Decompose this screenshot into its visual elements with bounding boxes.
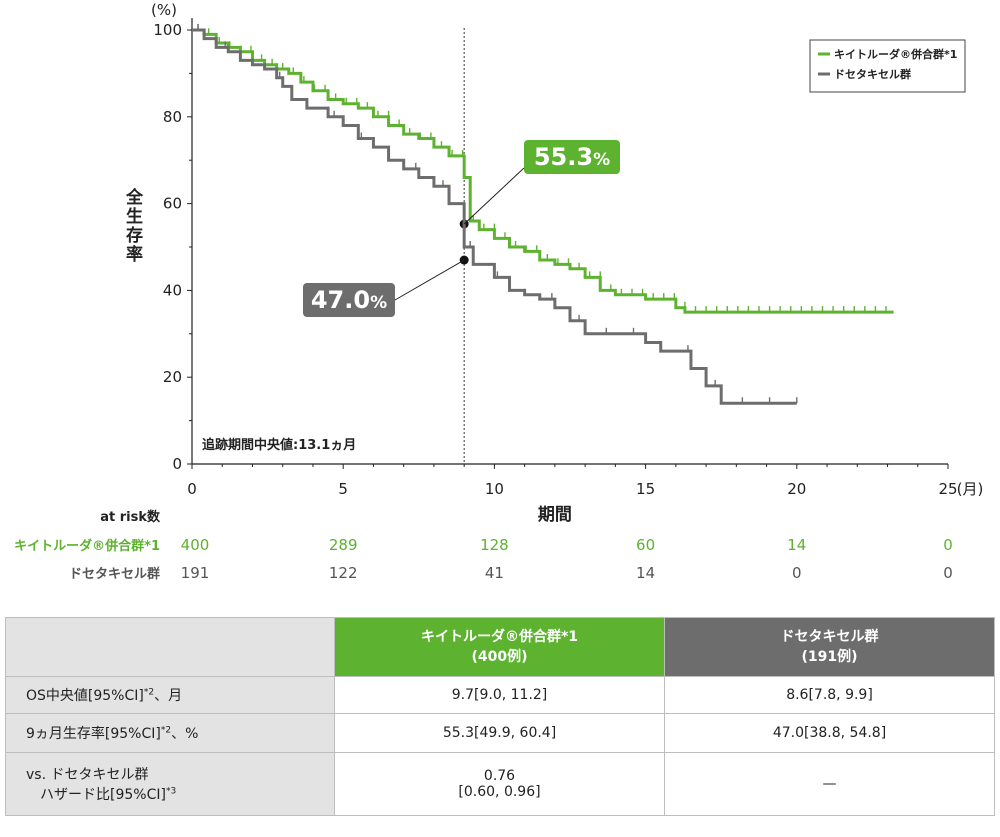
y-tick-label: 20 (163, 368, 182, 386)
os-median-keytruda: 9.7[9.0, 11.2] (334, 676, 665, 714)
callout-box-0 (524, 140, 620, 174)
table-row: vs. ドセタキセル群 ハザード比[95%CI]*3 0.76 [0.60, 0… (5, 752, 995, 816)
row-label-hazard-ratio: vs. ドセタキセル群 ハザード比[95%CI]*3 (5, 752, 335, 816)
results-table: キイトルーダ®併合群*1 (400例) ドセタキセル群 (191例) OS中央値… (5, 617, 995, 816)
at-risk-value: 0 (792, 564, 802, 582)
survival-9m-docetaxel: 47.0[38.8, 54.8] (664, 713, 995, 753)
y-unit-label: (%) (151, 1, 177, 19)
y-tick-label: 60 (163, 195, 182, 213)
y-axis-label: 全生存率 (122, 187, 144, 264)
hazard-ratio-keytruda: 0.76 [0.60, 0.96] (334, 752, 665, 816)
at-risk-value: 191 (181, 564, 210, 582)
at-risk-value: 128 (480, 536, 509, 554)
at-risk-value: 0 (943, 564, 953, 582)
header-keytruda-name: キイトルーダ®併合群*1 (420, 629, 579, 645)
at-risk-value: 122 (329, 564, 358, 582)
callout-number: 47.0 (311, 286, 370, 314)
header-docetaxel-name: ドセタキセル群 (780, 629, 879, 645)
legend-entry-1: ドセタキセル群 (834, 67, 911, 81)
table-row: 9ヵ月生存率[95%CI]*2、% 55.3[49.9, 60.4] 47.0[… (5, 713, 995, 753)
at-risk-row-label-1: ドセタキセル群 (69, 566, 160, 582)
survival-9m-keytruda: 55.3[49.9, 60.4] (334, 713, 665, 753)
hazard-ratio-docetaxel: — (664, 752, 995, 816)
header-docetaxel-n: (191例) (801, 649, 858, 665)
callout-value-1: 47.0% (311, 286, 387, 314)
callout-percent-sign: % (593, 150, 610, 170)
x-tick-label: 15 (636, 480, 655, 498)
at-risk-value: 400 (181, 536, 210, 554)
followup-annotation: 追跡期間中央値:13.1ヵ月 (202, 437, 356, 453)
callout-leader-1 (394, 259, 465, 301)
x-axis-label: 期間 (538, 505, 572, 525)
y-tick-label: 100 (153, 21, 182, 39)
callout-number: 55.3 (534, 143, 593, 171)
x-unit-label: (月) (957, 480, 984, 498)
table-header-docetaxel: ドセタキセル群 (191例) (664, 617, 995, 677)
y-tick-label: 40 (163, 281, 182, 299)
y-tick-label: 0 (172, 455, 182, 473)
at-risk-value: 0 (943, 536, 953, 554)
at-risk-title: at risk数 (100, 509, 161, 525)
callout-percent-sign: % (370, 293, 387, 313)
series-layer (192, 24, 894, 405)
x-tick-label: 10 (485, 480, 504, 498)
legend-entry-0: キイトルーダ®併合群*1 (834, 47, 957, 61)
header-keytruda-n: (400例) (471, 649, 528, 665)
os-median-docetaxel: 8.6[7.8, 9.9] (664, 676, 995, 714)
at-risk-value: 41 (485, 564, 504, 582)
at-risk-value: 14 (787, 536, 806, 554)
at-risk-row-label-0: キイトルーダ®併合群*1 (14, 538, 160, 554)
row-label-9m-survival: 9ヵ月生存率[95%CI]*2、% (5, 713, 335, 753)
x-tick-label: 20 (787, 480, 806, 498)
callout-box-1 (303, 283, 395, 317)
table-corner (5, 617, 335, 677)
callout-leader-0 (463, 167, 525, 225)
x-tick-label: 0 (187, 480, 197, 498)
x-tick-label: 25 (938, 480, 957, 498)
callout-value-0: 55.3% (534, 143, 610, 171)
legend-box (809, 39, 966, 93)
table-row: OS中央値[95%CI]*2、月 9.7[9.0, 11.2] 8.6[7.8,… (5, 676, 995, 714)
row-label-os-median: OS中央値[95%CI]*2、月 (5, 676, 335, 714)
x-tick-label: 5 (338, 480, 348, 498)
at-risk-value: 60 (636, 536, 655, 554)
at-risk-value: 289 (329, 536, 358, 554)
y-tick-label: 80 (163, 108, 182, 126)
series-line-1 (192, 28, 797, 405)
at-risk-value: 14 (636, 564, 655, 582)
table-header-keytruda: キイトルーダ®併合群*1 (400例) (334, 617, 665, 677)
